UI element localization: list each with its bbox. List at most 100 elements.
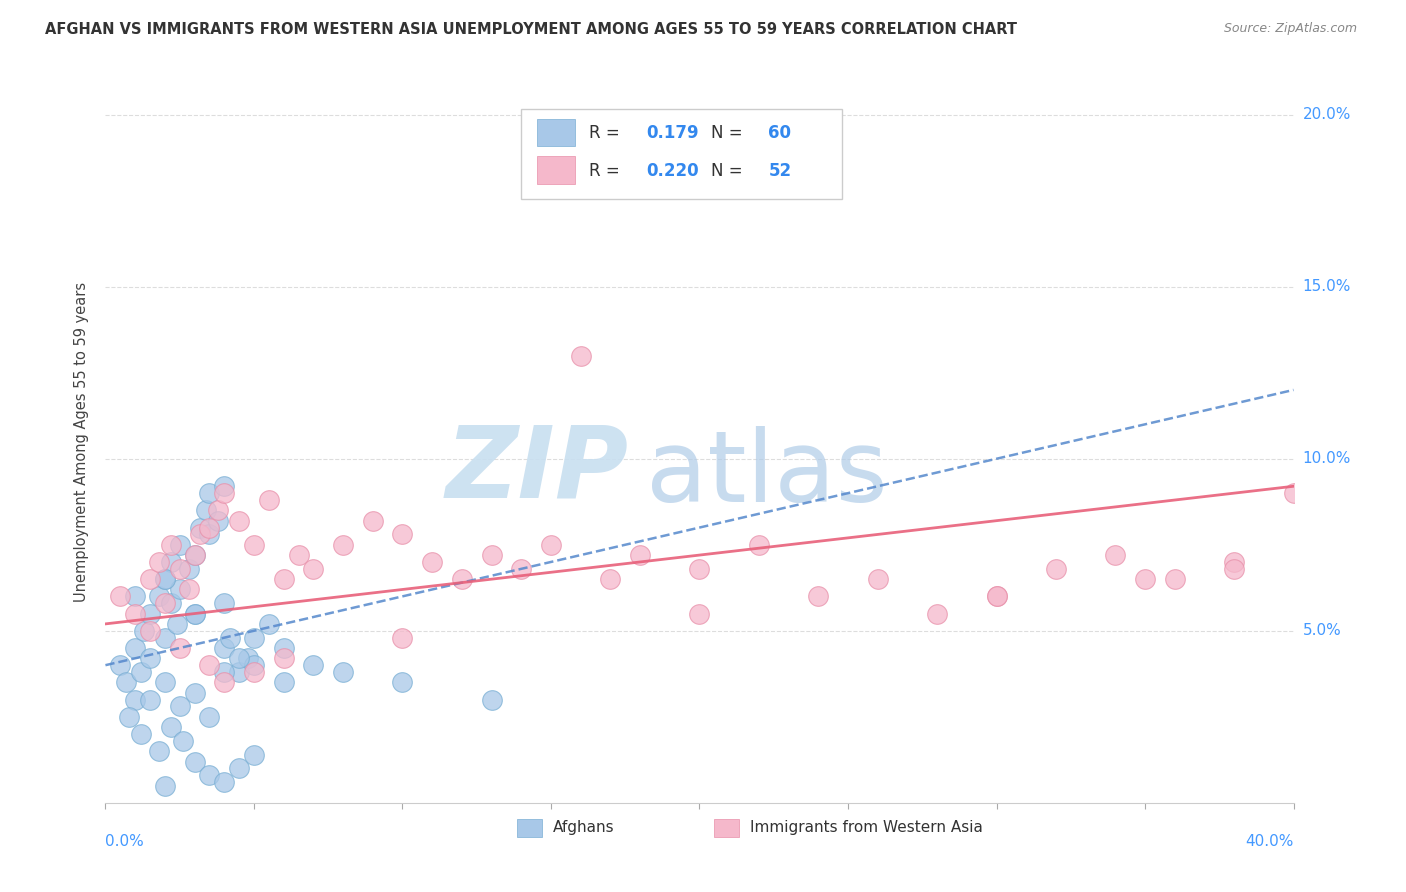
Text: AFGHAN VS IMMIGRANTS FROM WESTERN ASIA UNEMPLOYMENT AMONG AGES 55 TO 59 YEARS CO: AFGHAN VS IMMIGRANTS FROM WESTERN ASIA U…	[45, 22, 1017, 37]
Point	[153, 779, 176, 793]
Point	[177, 582, 200, 597]
Text: Immigrants from Western Asia: Immigrants from Western Asia	[751, 821, 983, 835]
Point	[1223, 555, 1246, 569]
Y-axis label: Unemployment Among Ages 55 to 59 years: Unemployment Among Ages 55 to 59 years	[75, 282, 90, 601]
Point	[927, 607, 949, 621]
Point	[132, 624, 155, 638]
Point	[153, 572, 176, 586]
Point	[124, 692, 146, 706]
Point	[1282, 486, 1305, 500]
Point	[169, 699, 191, 714]
Point	[361, 514, 384, 528]
Text: ZIP: ZIP	[446, 422, 628, 519]
Point	[689, 607, 711, 621]
Point	[302, 562, 325, 576]
Point	[273, 640, 295, 655]
Point	[628, 548, 651, 562]
Text: 40.0%: 40.0%	[1246, 834, 1294, 849]
Point	[243, 658, 266, 673]
Point	[807, 590, 830, 604]
Point	[198, 658, 221, 673]
Point	[1104, 548, 1126, 562]
Text: 15.0%: 15.0%	[1302, 279, 1351, 294]
Point	[207, 503, 229, 517]
Point	[198, 710, 221, 724]
Point	[169, 538, 191, 552]
Text: 5.0%: 5.0%	[1302, 624, 1341, 639]
Point	[139, 572, 162, 586]
Point	[159, 538, 181, 552]
Point	[166, 616, 188, 631]
Point	[1164, 572, 1187, 586]
Point	[450, 572, 472, 586]
Point	[1223, 562, 1246, 576]
Point	[1045, 562, 1067, 576]
Point	[198, 527, 221, 541]
Point	[129, 665, 152, 679]
Point	[214, 596, 236, 610]
Point	[510, 562, 533, 576]
Point	[219, 631, 242, 645]
Point	[273, 651, 295, 665]
Text: N =: N =	[711, 124, 748, 142]
Point	[183, 607, 205, 621]
Point	[481, 548, 503, 562]
Text: 0.0%: 0.0%	[105, 834, 145, 849]
Text: R =: R =	[589, 161, 626, 179]
Point	[177, 562, 200, 576]
Point	[228, 761, 250, 775]
Text: Afghans: Afghans	[554, 821, 614, 835]
Point	[124, 607, 146, 621]
Point	[139, 692, 162, 706]
Point	[214, 665, 236, 679]
Point	[115, 675, 138, 690]
Point	[172, 734, 194, 748]
Point	[169, 562, 191, 576]
Point	[302, 658, 325, 673]
Point	[139, 651, 162, 665]
Point	[243, 631, 266, 645]
Point	[190, 527, 212, 541]
Point	[228, 514, 250, 528]
Text: N =: N =	[711, 161, 748, 179]
Point	[214, 775, 236, 789]
Point	[159, 596, 181, 610]
Point	[257, 493, 280, 508]
Point	[214, 675, 236, 690]
Point	[236, 651, 259, 665]
Point	[569, 349, 592, 363]
Point	[214, 486, 236, 500]
Point	[228, 665, 250, 679]
Point	[273, 572, 295, 586]
Point	[139, 607, 162, 621]
Point	[332, 665, 354, 679]
Point	[183, 548, 205, 562]
Point	[129, 727, 152, 741]
Point	[332, 538, 354, 552]
FancyBboxPatch shape	[522, 109, 842, 200]
Text: 60: 60	[769, 124, 792, 142]
Point	[257, 616, 280, 631]
Point	[183, 548, 205, 562]
Point	[118, 710, 141, 724]
Bar	[537, 119, 575, 146]
Point	[183, 686, 205, 700]
Point	[391, 631, 413, 645]
Point	[287, 548, 309, 562]
Point	[148, 590, 170, 604]
Point	[689, 562, 711, 576]
Point	[124, 590, 146, 604]
Point	[139, 624, 162, 638]
Point	[207, 514, 229, 528]
Text: Source: ZipAtlas.com: Source: ZipAtlas.com	[1223, 22, 1357, 36]
Point	[599, 572, 621, 586]
Point	[190, 520, 212, 534]
Point	[159, 555, 181, 569]
Point	[243, 665, 266, 679]
Point	[153, 572, 176, 586]
Bar	[537, 156, 575, 184]
Point	[273, 675, 295, 690]
Point	[540, 538, 562, 552]
Point	[148, 744, 170, 758]
Point	[110, 658, 132, 673]
